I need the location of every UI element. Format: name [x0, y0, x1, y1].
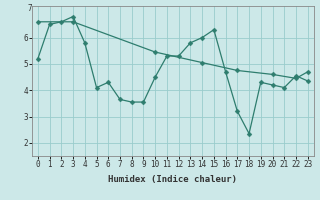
- Text: 7: 7: [28, 4, 32, 13]
- X-axis label: Humidex (Indice chaleur): Humidex (Indice chaleur): [108, 175, 237, 184]
